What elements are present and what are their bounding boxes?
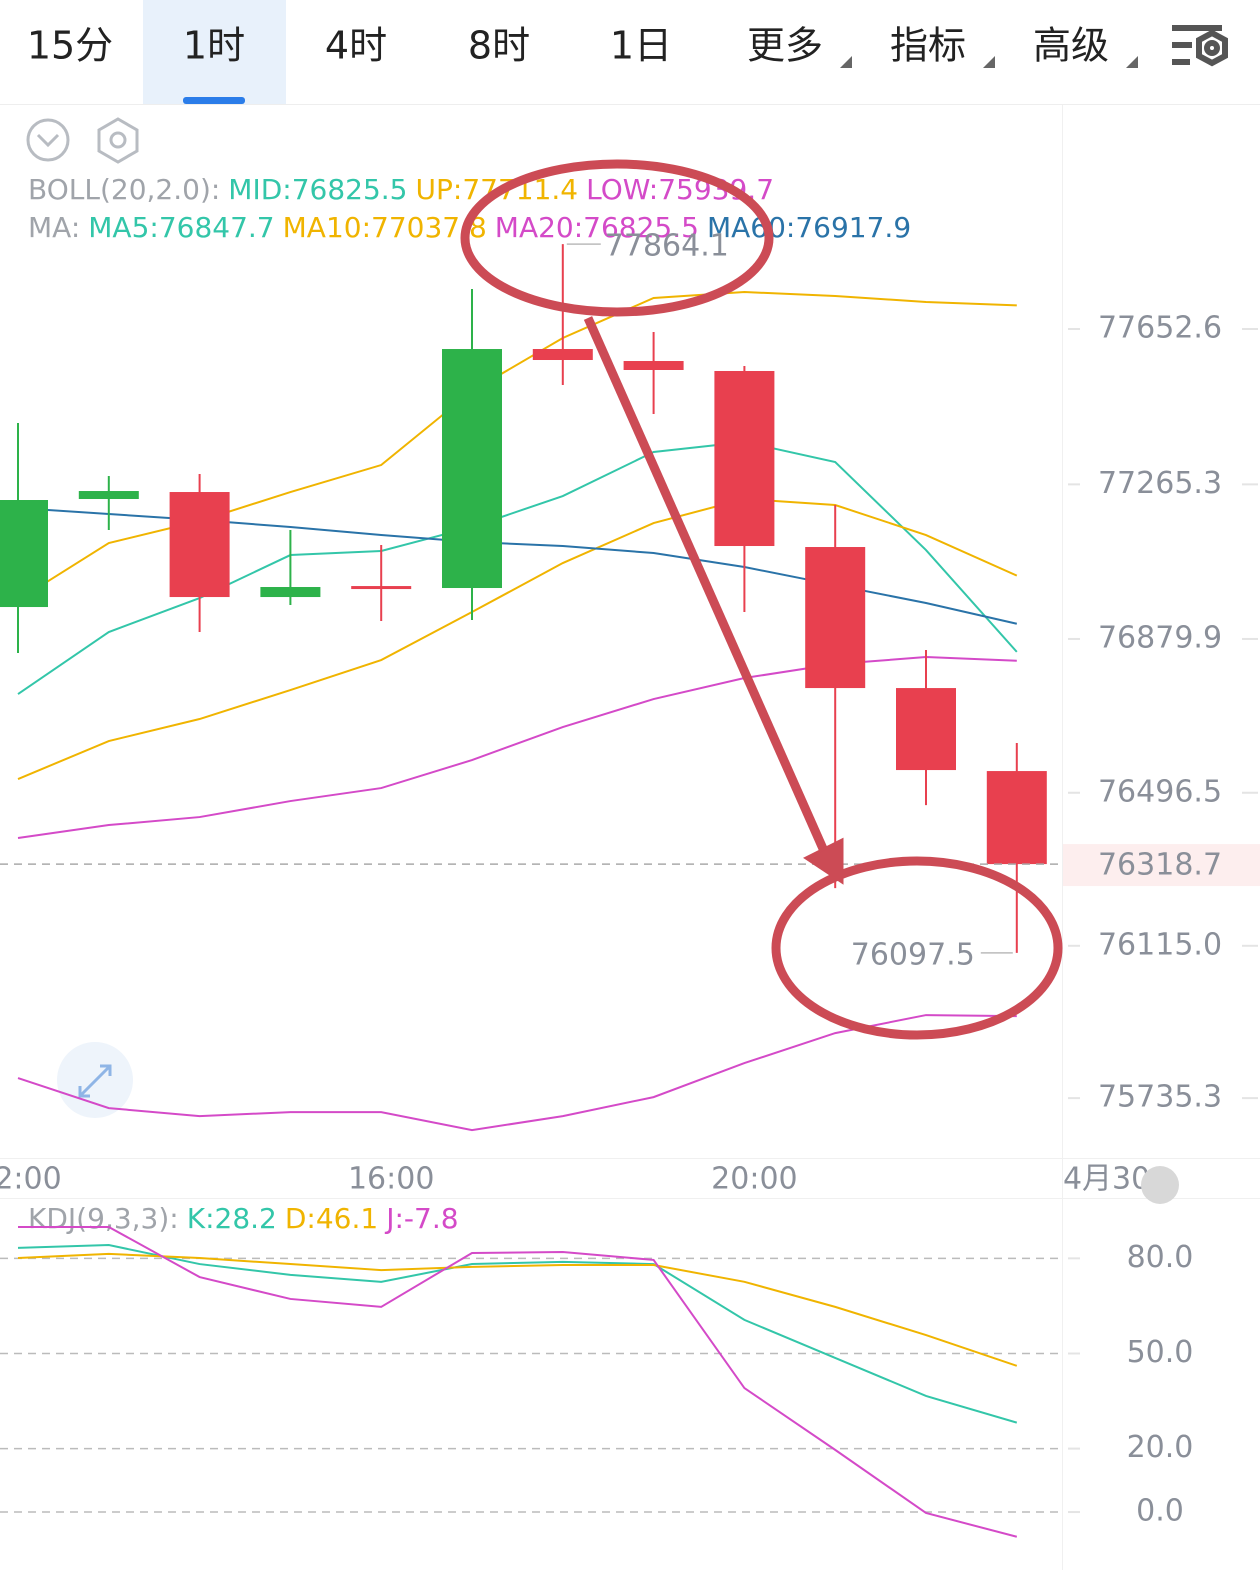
tab[interactable]: 4时: [325, 24, 387, 68]
candle-body: [351, 586, 412, 590]
kdj-line: [17, 1252, 1018, 1367]
indicator-line: [17, 440, 1018, 695]
legend: MA: MA5:76847.7 MA10:77037.8 MA20:76825.5 MA…: [28, 211, 911, 244]
tab[interactable]: 1时: [183, 24, 245, 68]
kdj-line: [17, 1244, 1018, 1424]
legend-item: D:46.1: [285, 1202, 378, 1235]
y-tick-label: 77265.3: [1098, 466, 1222, 501]
y-tick-label: 75735.3: [1098, 1080, 1222, 1115]
x-tick-label: 4月30: [1063, 1162, 1150, 1197]
kdj-line: [18, 1225, 1018, 1538]
k-badge: [1141, 1166, 1179, 1204]
legend-prefix: MA:: [28, 211, 80, 244]
indicator-line: [17, 656, 1017, 840]
legend-item: K:28.2: [187, 1202, 277, 1235]
candle-body: [896, 688, 956, 771]
high-label: 77864.1: [605, 229, 729, 264]
tab[interactable]: 8时: [468, 24, 530, 68]
legend-item: MA20:76825.5: [495, 211, 699, 244]
collapse-icon[interactable]: [26, 118, 70, 162]
indicator-line: [17, 507, 1018, 625]
legend: KDJ(9,3,3): K:28.2 D:46.1 J:-7.8: [28, 1202, 459, 1235]
indicator-line: [17, 291, 1017, 601]
indicator-line: [17, 497, 1018, 780]
low-label: 76097.5: [851, 937, 975, 972]
tab[interactable]: 1日: [610, 24, 672, 68]
candle-body: [78, 491, 139, 500]
legend-prefix: KDJ(9,3,3):: [28, 1202, 179, 1235]
last-price-label: 76318.7: [1098, 848, 1222, 883]
x-tick-label: 2:00: [0, 1162, 62, 1197]
tab[interactable]: 指标: [890, 24, 966, 68]
y-tick-label: 77652.6: [1098, 310, 1222, 345]
y-tick-label: 76496.5: [1098, 774, 1222, 809]
legend: BOLL(20,2.0): MID:76825.5 UP:77711.4 LOW:75…: [28, 173, 774, 206]
tab[interactable]: 高级: [1033, 24, 1109, 68]
candle-body: [986, 771, 1047, 865]
indicator-settings-icon[interactable]: [97, 117, 139, 164]
selected-tab-bg: [143, 0, 286, 104]
dropdown-caret: [983, 56, 995, 68]
indicator-line: [17, 1014, 1017, 1132]
legend-item: MID:76825.5: [228, 173, 407, 206]
candle-body: [169, 492, 230, 598]
y-tick-label: 50.0: [1127, 1335, 1194, 1370]
legend-item: MA60:76917.9: [707, 211, 911, 244]
legend-item: MA5:76847.7: [88, 211, 274, 244]
candle-body: [714, 370, 775, 547]
legend-prefix: BOLL(20,2.0):: [28, 173, 220, 206]
candle-body: [260, 587, 321, 598]
legend-item: J:-7.8: [384, 1202, 458, 1235]
y-tick-label: 80.0: [1127, 1240, 1194, 1275]
candle-body: [805, 547, 866, 689]
settings-icon[interactable]: [1172, 25, 1228, 67]
y-tick-label: 76879.9: [1098, 620, 1222, 655]
expand-icon[interactable]: [57, 1042, 133, 1118]
candle-body: [442, 349, 502, 589]
y-tick-label: 20.0: [1127, 1430, 1194, 1465]
last-price-bg: [1063, 844, 1260, 887]
annotation: [460, 159, 1063, 1040]
candle-body: [0, 500, 48, 608]
legend-item: MA10:77037.8: [283, 211, 487, 244]
dropdown-caret: [840, 56, 852, 68]
dropdown-caret: [1126, 56, 1138, 68]
tab[interactable]: 15分: [27, 24, 113, 68]
candle-body: [623, 361, 684, 370]
x-tick-label: 16:00: [348, 1162, 434, 1197]
plot: BOLL(20,2.0): MID:76825.5 UP:77711.4 LOW:75…: [0, 173, 1260, 1538]
tab-indicator: [183, 97, 245, 104]
tab[interactable]: 更多: [747, 24, 823, 68]
y-tick-label: 0.0: [1136, 1494, 1184, 1529]
candle-body: [532, 349, 593, 361]
x-tick-label: 20:00: [711, 1162, 797, 1197]
y-tick-label: 76115.0: [1098, 927, 1222, 962]
